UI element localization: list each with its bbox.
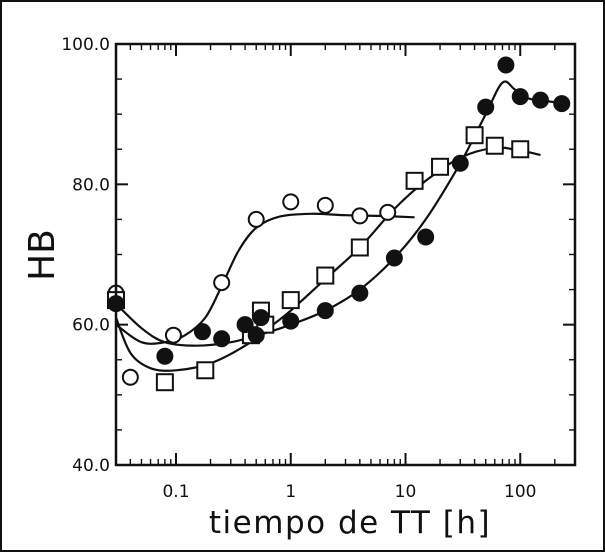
point-filled-circle	[385, 249, 403, 267]
point-open-square	[405, 171, 424, 190]
point-open-circle	[247, 210, 265, 228]
point-open-circle	[379, 203, 397, 221]
point-open-square	[316, 266, 335, 285]
point-filled-circle	[497, 56, 515, 74]
y-tick-label: 40.0	[72, 456, 110, 476]
point-open-circle	[164, 326, 182, 344]
point-open-square	[511, 140, 530, 159]
y-axis-title: HB	[22, 229, 63, 281]
y-tick-label: 80.0	[72, 175, 110, 195]
point-filled-circle	[282, 312, 300, 330]
point-open-square	[196, 361, 215, 380]
x-tick-label: 1	[285, 482, 296, 502]
point-filled-circle	[451, 154, 469, 172]
x-tick-label: 10	[395, 482, 417, 502]
point-open-square	[281, 291, 300, 310]
x-axis-title: tiempo de TT [h]	[209, 505, 491, 541]
point-filled-circle	[316, 302, 334, 320]
fit-curve-filled-circle	[115, 80, 567, 347]
point-filled-circle	[477, 98, 495, 116]
y-tick-label: 60.0	[72, 316, 110, 336]
point-filled-circle	[417, 228, 435, 246]
point-filled-circle	[193, 323, 211, 341]
tick-marks	[115, 43, 576, 466]
point-filled-circle	[156, 347, 174, 365]
tick-labels: 0.1 1 10 100 40.0 60.0 80.0 100.0	[61, 35, 536, 502]
x-tick-label: 100	[504, 482, 536, 502]
fit-curve-open-square	[114, 146, 541, 372]
point-filled-circle	[553, 95, 571, 113]
point-open-square	[155, 373, 174, 392]
point-open-circle	[282, 193, 300, 211]
point-open-square	[350, 238, 369, 257]
point-open-circle	[316, 196, 334, 214]
point-filled-circle	[511, 88, 529, 106]
point-open-circle	[351, 207, 369, 225]
point-filled-circle	[247, 326, 265, 344]
point-open-circle	[213, 274, 231, 292]
y-tick-label: 100.0	[61, 35, 110, 55]
point-filled-circle	[236, 316, 254, 334]
x-tick-label: 0.1	[162, 482, 189, 502]
point-open-square	[465, 126, 484, 145]
plot-area	[114, 42, 577, 467]
point-open-square	[485, 136, 504, 155]
point-open-circle	[121, 368, 139, 386]
point-filled-circle	[351, 284, 369, 302]
point-filled-circle	[252, 309, 270, 327]
data-points	[107, 56, 571, 392]
point-filled-circle	[213, 330, 231, 348]
point-filled-circle	[531, 91, 549, 109]
fit-curves	[114, 80, 567, 372]
point-open-square	[431, 157, 450, 176]
